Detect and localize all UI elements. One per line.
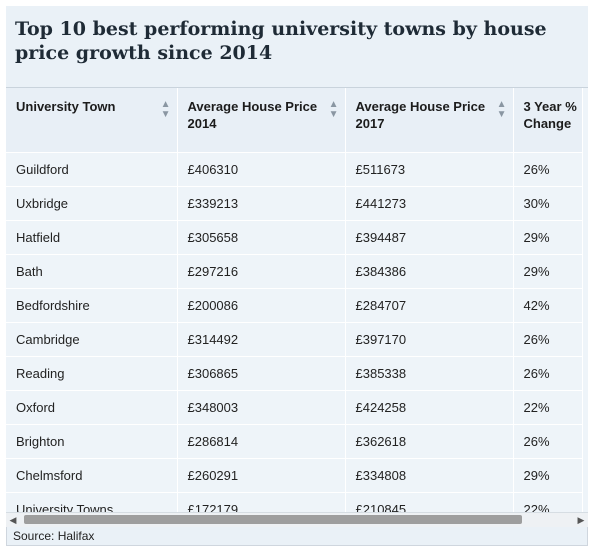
cell-price-2014: £348003 (177, 390, 346, 425)
page-title: Top 10 best performing university towns … (15, 18, 547, 64)
table-row: Bedfordshire £200086 £284707 42% (6, 288, 583, 323)
sort-arrows-icon[interactable]: ▲ ▼ (496, 99, 507, 120)
column-header-price-2017[interactable]: Average House Price 2017 ▲ ▼ (345, 88, 514, 153)
column-header-change[interactable]: 3 Year % Change (513, 88, 583, 153)
cell-town: Cambridge (6, 322, 178, 357)
cell-change: 29% (513, 254, 583, 289)
cell-town: Hatfield (6, 220, 178, 255)
cell-price-2014: £260291 (177, 458, 346, 493)
cell-price-2014: £306865 (177, 356, 346, 391)
cell-change: 26% (513, 424, 583, 459)
table-row: Cambridge £314492 £397170 26% (6, 322, 583, 357)
cell-town: Bath (6, 254, 178, 289)
column-header-university-town[interactable]: University Town ▲ ▼ (6, 88, 178, 153)
scroll-right-arrow-icon[interactable]: ▶ (577, 515, 585, 525)
table-row: Brighton £286814 £362618 26% (6, 424, 583, 459)
cell-town: Chelmsford (6, 458, 178, 493)
cell-town: Uxbridge (6, 186, 178, 221)
cell-change: 26% (513, 322, 583, 357)
sort-arrows-icon[interactable]: ▲ ▼ (160, 99, 171, 120)
sort-arrows-icon[interactable]: ▲ ▼ (328, 99, 339, 120)
cell-price-2014: £286814 (177, 424, 346, 459)
cell-price-2017: £511673 (345, 152, 514, 187)
table-viewport[interactable]: University Town ▲ ▼ Average House Price 2… (6, 88, 588, 512)
cell-change: 42% (513, 288, 583, 323)
cell-price-2017: £362618 (345, 424, 514, 459)
data-table: University Town ▲ ▼ Average House Price 2… (6, 88, 583, 512)
table-row: Reading £306865 £385338 26% (6, 356, 583, 391)
table-row: Oxford £348003 £424258 22% (6, 390, 583, 425)
cell-town: Guildford (6, 152, 178, 187)
column-header-label: University Town (16, 99, 116, 114)
column-header-price-2014[interactable]: Average House Price 2014 ▲ ▼ (177, 88, 346, 153)
cell-change: 26% (513, 152, 583, 187)
table-row: Guildford £406310 £511673 26% (6, 152, 583, 187)
cell-price-2014: £406310 (177, 152, 346, 187)
cell-price-2014: £200086 (177, 288, 346, 323)
cell-price-2017: £394487 (345, 220, 514, 255)
cell-price-2014: £305658 (177, 220, 346, 255)
header-row: University Town ▲ ▼ Average House Price 2… (6, 88, 583, 153)
cell-price-2014: £172179 (177, 492, 346, 512)
table-row: Chelmsford £260291 £334808 29% (6, 458, 583, 493)
cell-town: Bedfordshire (6, 288, 178, 323)
column-header-label: Average House Price 2017 (355, 99, 486, 131)
title-bar: Top 10 best performing university towns … (6, 6, 588, 88)
cell-town: University Towns (6, 492, 178, 512)
cell-price-2014: £339213 (177, 186, 346, 221)
cell-change: 22% (513, 492, 583, 512)
cell-price-2017: £424258 (345, 390, 514, 425)
column-header-label: 3 Year % Change (523, 99, 577, 131)
table-row: Hatfield £305658 £394487 29% (6, 220, 583, 255)
cell-price-2017: £210845 (345, 492, 514, 512)
cell-price-2014: £297216 (177, 254, 346, 289)
table-row: Bath £297216 £384386 29% (6, 254, 583, 289)
source-note: Source: Halifax (13, 529, 95, 543)
column-header-label: Average House Price 2014 (187, 99, 318, 131)
cell-price-2017: £385338 (345, 356, 514, 391)
cell-price-2017: £397170 (345, 322, 514, 357)
cell-price-2017: £384386 (345, 254, 514, 289)
cell-price-2014: £314492 (177, 322, 346, 357)
scrollbar-thumb[interactable] (24, 515, 522, 524)
table-row: University Towns £172179 £210845 22% (6, 492, 583, 512)
scroll-left-arrow-icon[interactable]: ◀ (9, 515, 17, 525)
cell-town: Reading (6, 356, 178, 391)
cell-price-2017: £334808 (345, 458, 514, 493)
horizontal-scrollbar[interactable]: ◀ ▶ (6, 512, 588, 527)
cell-change: 29% (513, 220, 583, 255)
cell-price-2017: £284707 (345, 288, 514, 323)
table-row: Uxbridge £339213 £441273 30% (6, 186, 583, 221)
cell-change: 30% (513, 186, 583, 221)
cell-town: Oxford (6, 390, 178, 425)
cell-price-2017: £441273 (345, 186, 514, 221)
cell-change: 22% (513, 390, 583, 425)
cell-town: Brighton (6, 424, 178, 459)
cell-change: 26% (513, 356, 583, 391)
cell-change: 29% (513, 458, 583, 493)
